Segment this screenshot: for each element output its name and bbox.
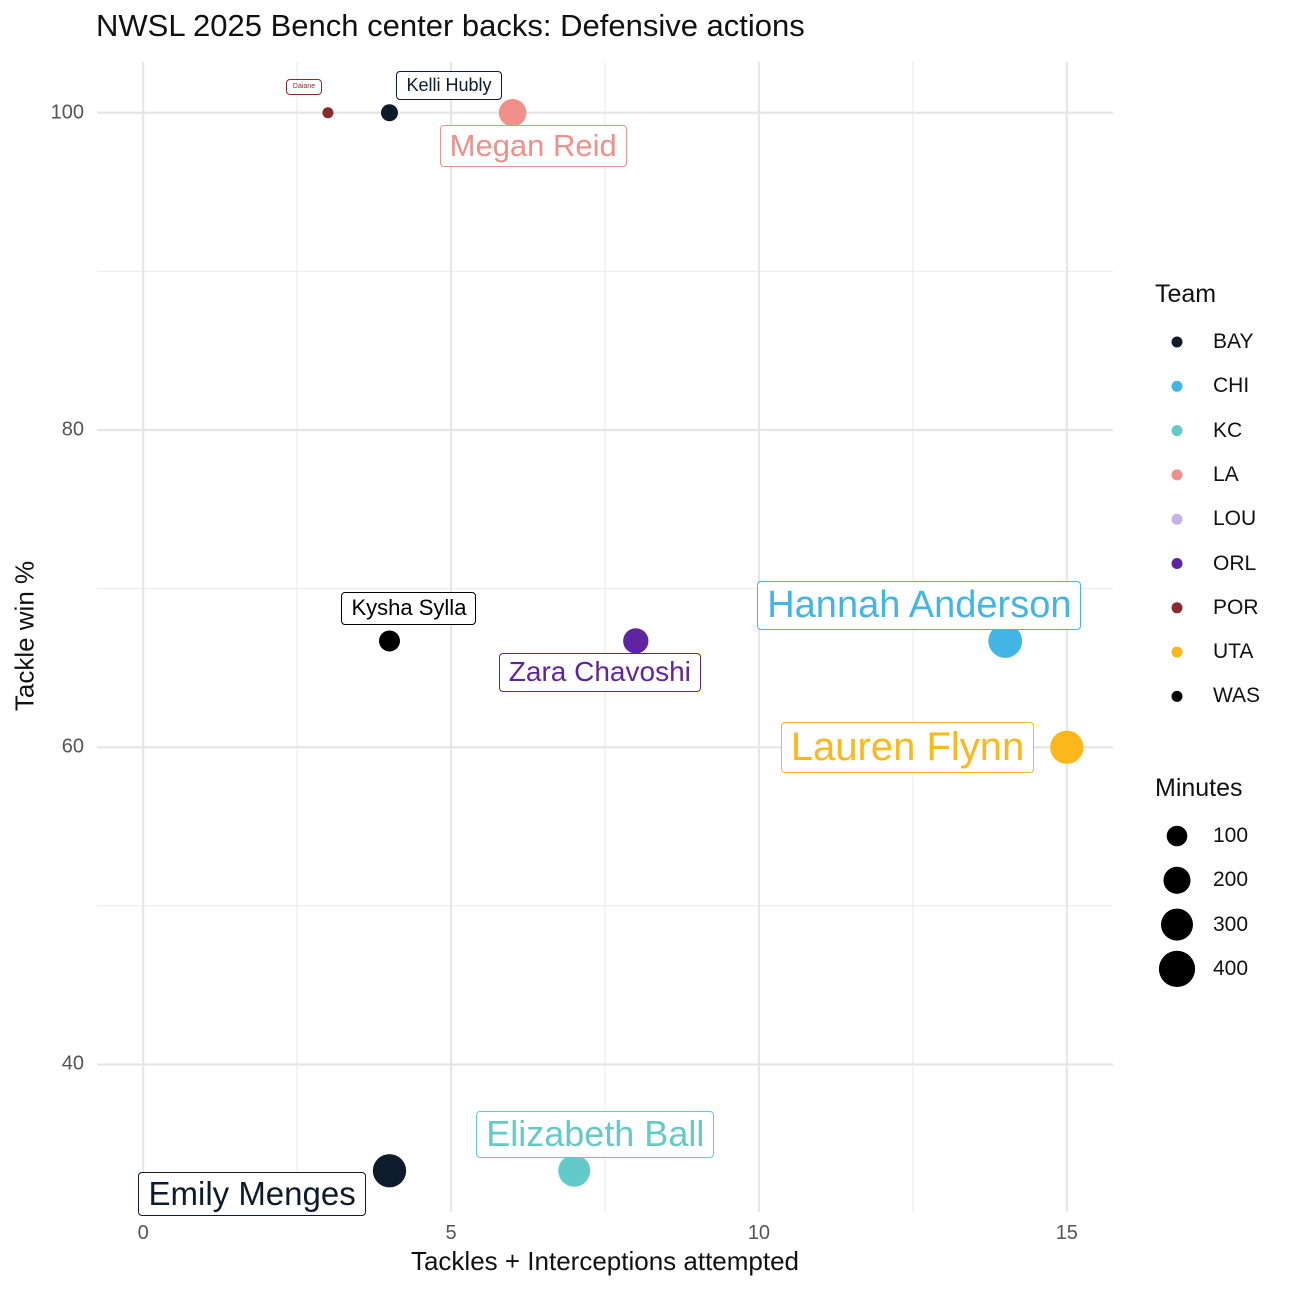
legend-team-label: POR [1213,595,1259,619]
legend-team-key [1171,558,1183,569]
legend-team-label: ORL [1213,551,1257,575]
legend-team-key [1171,336,1183,348]
legend-team-key [1171,602,1183,614]
legend-team-key [1171,513,1183,525]
legend-size-key [1160,908,1194,941]
legend-minutes-title: Minutes [1155,774,1243,802]
y-tick-label: 60 [61,735,84,758]
scatter-point [380,104,399,122]
legend-team-key [1171,380,1183,392]
point-label: Hannah Anderson [757,580,1082,630]
scatter-point [372,1154,407,1188]
legend-size-label: 400 [1213,956,1249,980]
point-label: Kelli Hubly [396,70,502,100]
legend-team-label: LA [1213,462,1239,486]
legend-size-key [1158,950,1196,988]
legend-team-label: LOU [1213,507,1257,531]
legend-team-title: Team [1155,280,1217,308]
legend-team-label: CHI [1213,374,1250,398]
point-label: Daiane [285,78,323,95]
legend-size-key [1166,825,1188,847]
legend-team-label: WAS [1213,684,1261,708]
y-tick-label: 40 [61,1052,84,1075]
legend-team-label: KC [1213,418,1243,442]
legend-team-key [1171,469,1183,481]
legend-size-label: 300 [1213,912,1249,936]
x-tick-label: 5 [445,1222,457,1244]
x-tick-label: 10 [747,1222,771,1244]
scatter-point [988,624,1023,658]
scatter-point [322,107,334,119]
x-tick-label: 0 [137,1222,149,1244]
scatter-point [378,630,400,652]
legend-size-label: 100 [1213,824,1249,847]
y-tick-label: 80 [61,418,84,441]
scatter-point [498,98,527,127]
legend-size-key [1163,866,1191,894]
point-label: Kysha Sylla [341,591,477,625]
legend-team-key [1171,425,1183,437]
scatter-point [623,628,649,654]
legend-team-key [1171,646,1183,658]
point-label: Zara Chavoshi [498,652,701,692]
legend-team-key [1171,690,1183,702]
x-tick-label: 15 [1055,1222,1078,1244]
legend-team-label: BAY [1213,330,1254,353]
scatter-point [1050,730,1084,764]
legend-size-label: 200 [1213,868,1249,892]
y-axis-label: Tackle win % [9,560,40,712]
y-tick-label: 100 [50,101,84,124]
x-axis-label: Tackles + Interceptions attempted [410,1246,800,1276]
point-label: Lauren Flynn [780,722,1035,774]
point-label: Megan Reid [439,124,627,167]
point-label: Elizabeth Ball [476,1110,715,1158]
scatter-point [558,1154,591,1187]
legend-team-label: UTA [1213,640,1254,664]
chart-title: NWSL 2025 Bench center backs: Defensive … [96,8,805,43]
point-label: Emily Menges [138,1171,366,1216]
